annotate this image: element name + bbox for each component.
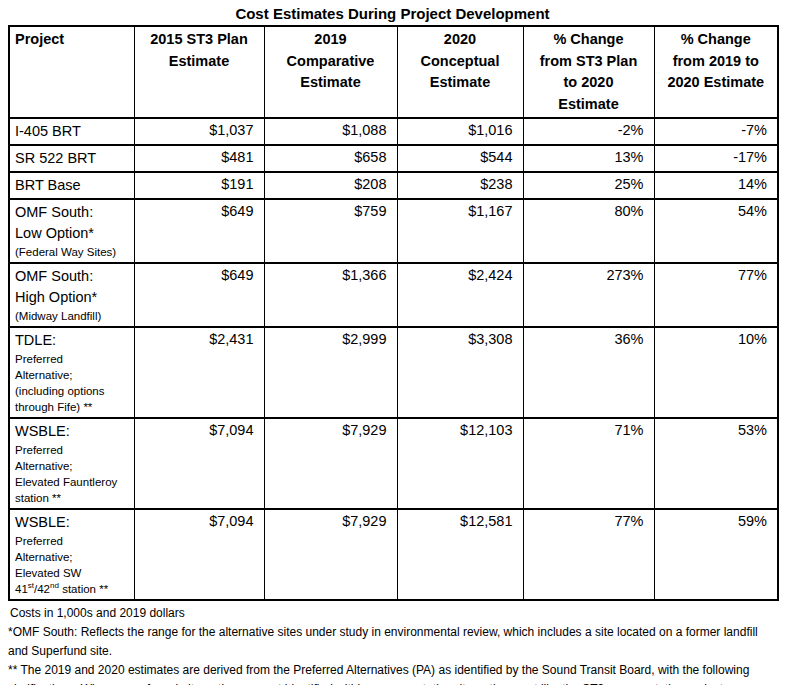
estimate-2019-cell: $658	[264, 145, 397, 172]
column-header-pct-change-2019: % Change from 2019 to 2020 Estimate	[654, 26, 778, 118]
pct-change-st3-cell: 36%	[523, 327, 654, 418]
project-sub-line: Preferred	[15, 442, 131, 458]
project-sub-line: station **	[15, 490, 131, 506]
project-name: I-405 BRT	[15, 121, 131, 142]
pct-change-2019-cell: 14%	[654, 172, 778, 199]
column-header-2019-comparative: 2019 Comparative Estimate	[264, 26, 397, 118]
project-sub-line: Preferred	[15, 351, 131, 367]
pct-change-st3-cell: 25%	[523, 172, 654, 199]
table-row-i405-brt: I-405 BRT $1,037 $1,088 $1,016 -2% -7%	[9, 118, 778, 145]
pct-change-2019-cell: 59%	[654, 509, 778, 600]
project-cell: SR 522 BRT	[9, 145, 134, 172]
estimate-2019-cell: $7,929	[264, 509, 397, 600]
station-number: 41	[15, 583, 28, 595]
pct-change-st3-cell: 13%	[523, 145, 654, 172]
table-row-omf-south-low: OMF South: Low Option* (Federal Way Site…	[9, 199, 778, 263]
station-suffix: station **	[59, 583, 108, 595]
table-row-wsble-sw-41st-42nd: WSBLE: Preferred Alternative; Elevated S…	[9, 509, 778, 600]
project-sub-line: Preferred	[15, 533, 131, 549]
pct-change-2019-cell: -17%	[654, 145, 778, 172]
project-name: WSBLE:	[15, 512, 131, 533]
table-row-tdle: TDLE: Preferred Alternative; (including …	[9, 327, 778, 418]
table-row-brt-base: BRT Base $191 $208 $238 25% 14%	[9, 172, 778, 199]
project-name: SR 522 BRT	[15, 148, 131, 169]
estimate-2019-cell: $759	[264, 199, 397, 263]
table-row-wsble-fauntleroy: WSBLE: Preferred Alternative; Elevated F…	[9, 418, 778, 509]
project-sub-line: (Federal Way Sites)	[15, 244, 131, 260]
estimate-2020-cell: $12,103	[397, 418, 523, 509]
estimate-2015-cell: $7,094	[134, 509, 264, 600]
project-cell: OMF South: High Option* (Midway Landfill…	[9, 263, 134, 327]
estimate-2015-cell: $2,431	[134, 327, 264, 418]
estimate-2015-cell: $481	[134, 145, 264, 172]
table-row-sr522-brt: SR 522 BRT $481 $658 $544 13% -17%	[9, 145, 778, 172]
footnotes: Costs in 1,000s and 2019 dollars *OMF So…	[8, 604, 779, 685]
estimate-2020-cell: $1,016	[397, 118, 523, 145]
table-row-omf-south-high: OMF South: High Option* (Midway Landfill…	[9, 263, 778, 327]
estimate-2015-cell: $191	[134, 172, 264, 199]
estimate-2019-cell: $7,929	[264, 418, 397, 509]
project-name: TDLE:	[15, 330, 131, 351]
header-row: Project 2015 ST3 Plan Estimate 2019 Comp…	[9, 26, 778, 118]
project-sub-line: (Midway Landfill)	[15, 308, 131, 324]
project-sub-line: (including options	[15, 383, 131, 399]
column-header-2015-st3-plan: 2015 ST3 Plan Estimate	[134, 26, 264, 118]
pct-change-st3-cell: 80%	[523, 199, 654, 263]
estimate-2019-cell: $2,999	[264, 327, 397, 418]
page: Cost Estimates During Project Developmen…	[0, 5, 785, 685]
pct-change-2019-cell: 77%	[654, 263, 778, 327]
footnote-costs-units: Costs in 1,000s and 2019 dollars	[8, 604, 779, 623]
pct-change-st3-cell: 273%	[523, 263, 654, 327]
project-sub-line: Alternative;	[15, 549, 131, 565]
estimate-2020-cell: $238	[397, 172, 523, 199]
project-sub-line: Elevated SW	[15, 565, 131, 581]
ordinal-nd: nd	[50, 581, 59, 590]
estimate-2020-cell: $3,308	[397, 327, 523, 418]
project-cell: OMF South: Low Option* (Federal Way Site…	[9, 199, 134, 263]
column-header-project: Project	[9, 26, 134, 118]
estimate-2019-cell: $1,088	[264, 118, 397, 145]
project-sub-line: Alternative;	[15, 367, 131, 383]
project-name-line2: Low Option*	[15, 223, 131, 244]
project-cell: TDLE: Preferred Alternative; (including …	[9, 327, 134, 418]
estimate-2020-cell: $2,424	[397, 263, 523, 327]
estimate-2015-cell: $649	[134, 199, 264, 263]
project-name: OMF South:	[15, 266, 131, 287]
station-number2: /42	[34, 583, 50, 595]
footnote-preferred-alternatives: ** The 2019 and 2020 estimates are deriv…	[8, 661, 779, 685]
project-sub-line: Alternative;	[15, 458, 131, 474]
estimate-2019-cell: $208	[264, 172, 397, 199]
project-cell: WSBLE: Preferred Alternative; Elevated F…	[9, 418, 134, 509]
project-name-line2: High Option*	[15, 287, 131, 308]
estimate-2015-cell: $1,037	[134, 118, 264, 145]
pct-change-2019-cell: 53%	[654, 418, 778, 509]
estimate-2019-cell: $1,366	[264, 263, 397, 327]
column-header-2020-conceptual: 2020 Conceptual Estimate	[397, 26, 523, 118]
estimate-2020-cell: $544	[397, 145, 523, 172]
pct-change-st3-cell: 77%	[523, 509, 654, 600]
pct-change-2019-cell: 54%	[654, 199, 778, 263]
pct-change-st3-cell: -2%	[523, 118, 654, 145]
pct-change-2019-cell: 10%	[654, 327, 778, 418]
project-name: BRT Base	[15, 175, 131, 196]
cost-estimates-table: Project 2015 ST3 Plan Estimate 2019 Comp…	[8, 25, 779, 601]
estimate-2020-cell: $1,167	[397, 199, 523, 263]
project-cell: BRT Base	[9, 172, 134, 199]
pct-change-st3-cell: 71%	[523, 418, 654, 509]
project-name: OMF South:	[15, 202, 131, 223]
estimate-2015-cell: $7,094	[134, 418, 264, 509]
project-cell: I-405 BRT	[9, 118, 134, 145]
project-sub-line: Elevated Fauntleroy	[15, 474, 131, 490]
pct-change-2019-cell: -7%	[654, 118, 778, 145]
project-name: WSBLE:	[15, 421, 131, 442]
project-cell: WSBLE: Preferred Alternative; Elevated S…	[9, 509, 134, 600]
project-sub-line: through Fife) **	[15, 399, 131, 415]
table-title: Cost Estimates During Project Developmen…	[8, 5, 777, 22]
estimate-2015-cell: $649	[134, 263, 264, 327]
column-header-pct-change-st3: % Change from ST3 Plan to 2020 Estimate	[523, 26, 654, 118]
estimate-2020-cell: $12,581	[397, 509, 523, 600]
project-sub-line-station: 41st/42nd station **	[15, 581, 131, 597]
footnote-omf-south: *OMF South: Reflects the range for the a…	[8, 623, 779, 661]
